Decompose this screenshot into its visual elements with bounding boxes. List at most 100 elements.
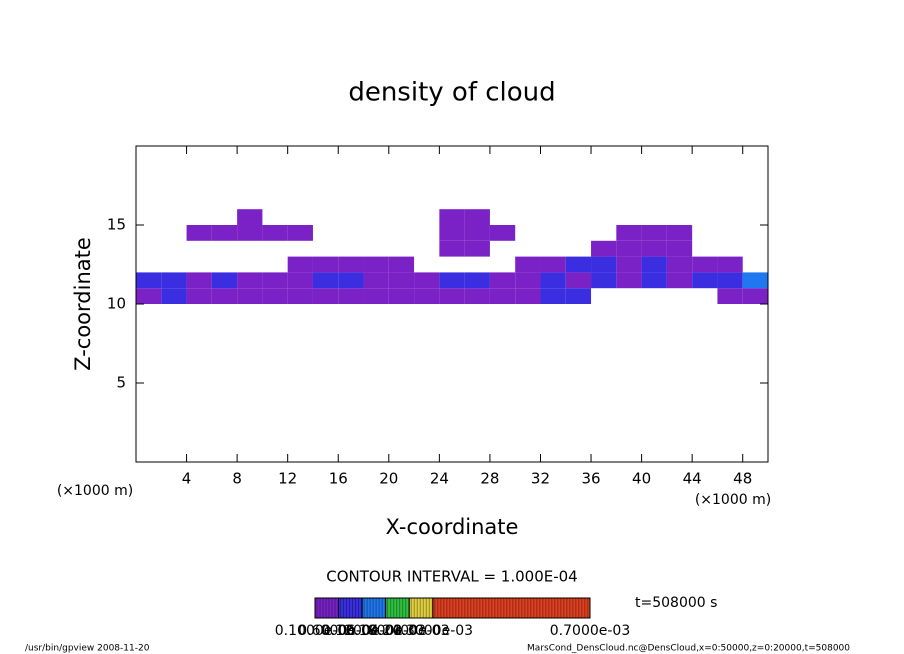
cell xyxy=(464,240,490,257)
cell xyxy=(414,288,440,304)
cell xyxy=(161,272,187,289)
cell xyxy=(338,272,364,289)
cell xyxy=(616,225,642,241)
cell xyxy=(439,225,465,241)
cell xyxy=(363,288,389,304)
cell xyxy=(338,288,364,304)
cell xyxy=(237,225,263,241)
y-axis-title: Z-coordinate xyxy=(71,237,95,371)
colorbar-swatch xyxy=(338,598,363,618)
x-tick-label: 12 xyxy=(278,470,297,488)
cell xyxy=(363,272,389,289)
colorbar-swatch xyxy=(362,598,386,618)
cell xyxy=(287,288,313,304)
cell xyxy=(312,272,339,289)
cell xyxy=(666,256,693,273)
cell xyxy=(186,225,212,241)
cell xyxy=(262,288,288,304)
cell xyxy=(237,209,263,225)
chart-title: density of cloud xyxy=(348,78,555,108)
cell xyxy=(388,272,415,289)
cell xyxy=(439,209,465,225)
cell xyxy=(464,288,490,304)
cell xyxy=(237,272,263,289)
cell xyxy=(186,288,212,304)
cell xyxy=(312,256,339,273)
cell xyxy=(287,225,313,241)
cell xyxy=(591,256,617,273)
cell xyxy=(388,288,415,304)
cell xyxy=(515,256,541,273)
cell xyxy=(186,272,212,289)
footer-left: /usr/bin/gpview 2008-11-20 xyxy=(25,644,150,654)
cell xyxy=(464,272,490,289)
cell xyxy=(641,272,667,289)
cell xyxy=(616,240,642,257)
cell xyxy=(641,256,667,273)
colorbar-label: 0.7000e-03 xyxy=(550,623,630,639)
x-tick-label: 20 xyxy=(379,470,398,488)
cell xyxy=(565,256,592,273)
x-tick-label: 16 xyxy=(329,470,348,488)
cell xyxy=(287,256,313,273)
cell xyxy=(616,272,642,289)
cell xyxy=(338,256,364,273)
x-unit: (×1000 m) xyxy=(695,492,771,508)
cell xyxy=(136,288,162,304)
cell xyxy=(641,225,667,241)
cell xyxy=(540,288,566,304)
colorbar-label: 0.1000e-06 xyxy=(275,623,356,639)
cell xyxy=(211,272,238,289)
cell xyxy=(515,288,541,304)
cell xyxy=(489,225,516,241)
footer-right: MarsCond_DensCloud.nc@DensCloud,x=0:5000… xyxy=(527,644,850,654)
time-label: t=508000 s xyxy=(635,595,717,611)
colorbar-swatch xyxy=(385,598,410,618)
cell xyxy=(616,256,642,273)
y-unit: (×1000 m) xyxy=(57,483,133,499)
x-tick-label: 32 xyxy=(531,470,550,488)
colorbar-label: 0.6000e-04 xyxy=(298,623,379,639)
cell xyxy=(414,272,440,289)
cell xyxy=(287,272,313,289)
cell xyxy=(641,240,667,257)
x-tick-label: 40 xyxy=(632,470,651,488)
cell xyxy=(439,272,465,289)
cell xyxy=(489,272,516,289)
cell xyxy=(591,240,617,257)
cell xyxy=(666,272,693,289)
cell xyxy=(515,272,541,289)
cell xyxy=(439,240,465,257)
y-tick-label: 10 xyxy=(107,295,126,313)
x-tick-label: 44 xyxy=(683,470,702,488)
colorbar-label: 0.1800e-03 xyxy=(345,623,425,639)
cell xyxy=(717,272,743,289)
colorbar-label: 0.3000e-03 xyxy=(393,623,473,639)
x-tick-label: 4 xyxy=(182,470,192,488)
colorbar-swatch xyxy=(315,598,339,618)
y-tick-label: 15 xyxy=(107,216,126,234)
cell xyxy=(540,272,566,289)
colorbar-label: 0.1200e-03 xyxy=(322,623,402,639)
cell xyxy=(489,288,516,304)
x-tick-label: 8 xyxy=(232,470,242,488)
cell xyxy=(464,225,490,241)
cell xyxy=(591,272,617,289)
x-tick-label: 28 xyxy=(480,470,499,488)
cell xyxy=(666,225,693,241)
x-axis-title: X-coordinate xyxy=(386,515,519,539)
cell xyxy=(262,225,288,241)
cell xyxy=(692,256,718,273)
cell xyxy=(742,288,768,304)
cell xyxy=(312,288,339,304)
x-tick-label: 24 xyxy=(430,470,449,488)
cell xyxy=(136,272,162,289)
cell xyxy=(363,256,389,273)
cell xyxy=(717,256,743,273)
cell xyxy=(717,288,743,304)
cell xyxy=(565,272,592,289)
cell xyxy=(211,225,238,241)
x-tick-label: 36 xyxy=(581,470,600,488)
cell xyxy=(742,272,768,289)
